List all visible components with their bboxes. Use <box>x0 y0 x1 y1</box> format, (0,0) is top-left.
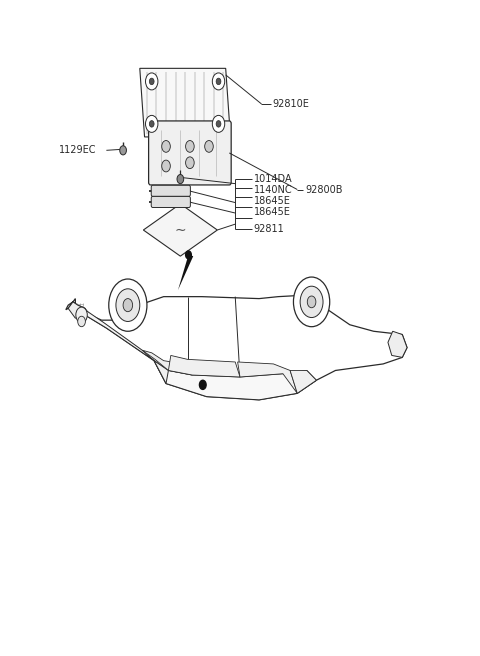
Circle shape <box>120 146 126 155</box>
Circle shape <box>177 174 184 184</box>
FancyBboxPatch shape <box>151 185 191 196</box>
Polygon shape <box>144 204 217 256</box>
Polygon shape <box>168 356 240 377</box>
Circle shape <box>212 115 225 133</box>
Text: 1014DA: 1014DA <box>254 174 292 184</box>
Text: ∼: ∼ <box>175 223 186 237</box>
Circle shape <box>123 298 132 312</box>
Circle shape <box>186 157 194 169</box>
Polygon shape <box>142 350 192 375</box>
Circle shape <box>204 140 213 152</box>
Circle shape <box>149 78 154 85</box>
Circle shape <box>216 78 221 85</box>
Circle shape <box>186 251 192 258</box>
FancyBboxPatch shape <box>151 196 191 207</box>
Text: 18645E: 18645E <box>254 207 291 217</box>
Circle shape <box>293 277 330 327</box>
Polygon shape <box>66 295 407 400</box>
Text: 92800B: 92800B <box>305 184 342 195</box>
Text: 18645E: 18645E <box>254 196 291 206</box>
Circle shape <box>116 289 140 321</box>
FancyBboxPatch shape <box>149 121 231 185</box>
Circle shape <box>145 115 158 133</box>
Circle shape <box>300 286 323 318</box>
Polygon shape <box>238 362 297 394</box>
Circle shape <box>162 160 170 172</box>
Polygon shape <box>68 302 85 318</box>
Circle shape <box>76 307 87 323</box>
Circle shape <box>199 380 206 390</box>
Circle shape <box>212 73 225 90</box>
Polygon shape <box>388 331 407 358</box>
Circle shape <box>307 296 316 308</box>
Polygon shape <box>140 68 230 137</box>
Polygon shape <box>154 361 168 384</box>
Text: 92811: 92811 <box>254 224 285 234</box>
Polygon shape <box>85 310 154 361</box>
Circle shape <box>216 121 221 127</box>
Circle shape <box>186 140 194 152</box>
Text: 1140NC: 1140NC <box>254 184 292 195</box>
Circle shape <box>162 140 170 152</box>
Text: 1129EC: 1129EC <box>59 146 96 155</box>
Circle shape <box>109 279 147 331</box>
Circle shape <box>149 121 154 127</box>
Polygon shape <box>290 371 316 394</box>
Circle shape <box>145 73 158 90</box>
Circle shape <box>78 316 85 327</box>
Text: 92810E: 92810E <box>273 99 309 109</box>
Polygon shape <box>178 255 193 290</box>
Polygon shape <box>154 361 316 400</box>
